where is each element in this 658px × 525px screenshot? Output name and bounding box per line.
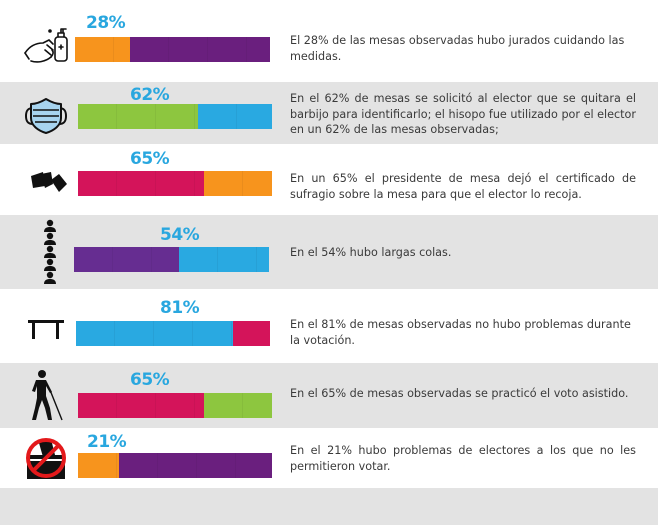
percent-label: 65% [130, 149, 170, 169]
stacked-bar [75, 37, 271, 62]
bar-segment-value [78, 104, 199, 129]
stacked-bar [78, 453, 273, 478]
percent-label: 54% [160, 225, 200, 245]
description-text: En el 21% hubo problemas de electores a … [290, 444, 636, 473]
stacked-bar [78, 171, 272, 196]
bar-segment-value [78, 393, 205, 418]
blind-person-cane-icon [18, 367, 74, 423]
bar-segment-remainder [233, 321, 270, 346]
description-text: En un 65% el presidente de mesa dejó el … [290, 172, 636, 201]
face-mask-icon [18, 85, 74, 141]
description-text: En el 81% de mesas observadas no hubo pr… [290, 318, 631, 347]
bar-segment-value [75, 37, 130, 62]
bar-segment-remainder [204, 393, 272, 418]
bar-segment-remainder [129, 37, 271, 62]
percent-label: 65% [130, 370, 170, 390]
stat-row-7: 21% En el 21% hubo problemas de electore… [0, 428, 658, 488]
description-text: El 28% de las mesas observadas hubo jura… [290, 34, 625, 63]
percent-label: 81% [160, 298, 200, 318]
percent-label: 28% [86, 13, 126, 33]
stat-row-1: 28% El 28% de las mesas observadas hubo … [0, 0, 658, 82]
bar-segment-remainder [204, 171, 272, 196]
stat-row-5: 81% En el 81% de mesas observadas no hub… [0, 289, 658, 363]
stacked-bar [76, 321, 270, 346]
bar-segment-remainder [179, 247, 269, 272]
no-voting-icon [18, 430, 74, 486]
stat-row-6: 65% En el 65% de mesas observadas se pra… [0, 363, 658, 428]
table-icon [18, 301, 74, 357]
bar-segment-value [74, 247, 180, 272]
stat-row-4: 54% En el 54% hubo largas colas. [0, 215, 658, 289]
stacked-bar [78, 104, 272, 129]
bar-segment-value [78, 171, 205, 196]
bar-segment-value [78, 453, 119, 478]
footer-band [0, 488, 658, 525]
bar-segment-value [76, 321, 234, 346]
bar-segment-remainder [198, 104, 272, 129]
stat-row-3: 65% En un 65% el presidente de mesa dejó… [0, 144, 658, 215]
description-text: En el 65% de mesas observadas se practic… [290, 387, 629, 400]
stacked-bar [74, 247, 269, 272]
queue-people-icon [22, 219, 78, 284]
percent-label: 62% [130, 85, 170, 105]
percent-label: 21% [87, 432, 127, 452]
stacked-bar [78, 393, 272, 418]
bar-segment-remainder [118, 453, 273, 478]
hand-sanitizer-icon [18, 14, 74, 70]
description-text: En el 62% de mesas se solicitó al electo… [290, 92, 636, 136]
description-text: En el 54% hubo largas colas. [290, 246, 452, 259]
certificate-hand-icon [18, 154, 74, 210]
stat-row-2: 62% En el 62% de mesas se solicitó al el… [0, 82, 658, 144]
